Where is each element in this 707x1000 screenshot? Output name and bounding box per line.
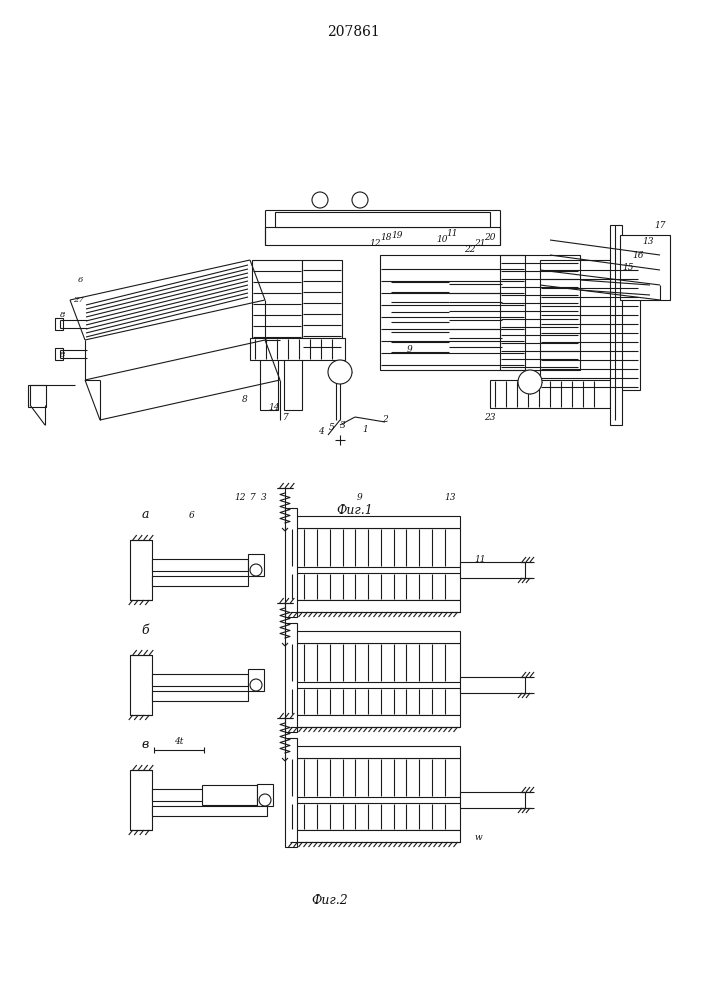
Bar <box>152 789 232 801</box>
Text: 12: 12 <box>369 238 381 247</box>
Text: 18: 18 <box>380 233 392 242</box>
Bar <box>290 758 460 797</box>
Bar <box>130 770 152 830</box>
Text: 10: 10 <box>436 235 448 244</box>
Bar <box>290 830 460 842</box>
Bar <box>55 318 63 330</box>
Bar <box>290 631 460 643</box>
Text: Фиг.1: Фиг.1 <box>337 504 373 516</box>
Bar <box>130 540 152 600</box>
Text: 23: 23 <box>484 414 496 422</box>
Bar <box>500 255 580 370</box>
Text: 4: 4 <box>318 428 324 436</box>
Text: 6: 6 <box>77 276 83 284</box>
Text: 22: 22 <box>464 245 476 254</box>
Bar <box>290 715 460 727</box>
Bar <box>448 272 503 350</box>
Bar <box>290 688 460 715</box>
Bar <box>610 225 622 425</box>
Bar <box>248 554 264 576</box>
Text: 8: 8 <box>60 351 66 359</box>
Text: 5: 5 <box>329 424 335 432</box>
Text: 4t: 4t <box>175 738 184 746</box>
Bar <box>248 669 264 691</box>
Bar <box>252 260 302 340</box>
Bar <box>285 508 297 617</box>
Bar <box>302 260 342 350</box>
Bar <box>284 280 302 410</box>
Text: 6: 6 <box>189 510 195 520</box>
Text: 14: 14 <box>268 402 280 412</box>
Bar <box>620 235 670 300</box>
Text: 8: 8 <box>60 311 66 319</box>
Bar <box>290 643 460 682</box>
Text: 7: 7 <box>283 414 289 422</box>
Text: 8: 8 <box>242 395 248 404</box>
Bar <box>290 573 460 600</box>
Text: 27: 27 <box>73 296 83 304</box>
Bar <box>250 338 345 360</box>
Bar <box>290 516 460 528</box>
Bar <box>55 348 63 360</box>
Bar <box>152 576 248 586</box>
Circle shape <box>328 360 352 384</box>
Bar <box>460 792 525 808</box>
Bar <box>152 806 267 816</box>
Text: 2: 2 <box>382 416 388 424</box>
Bar <box>540 260 640 390</box>
Text: а: а <box>141 508 148 522</box>
Text: 13: 13 <box>642 237 654 246</box>
Bar <box>275 212 490 227</box>
Bar <box>152 674 248 686</box>
Text: 11: 11 <box>474 556 486 564</box>
Circle shape <box>312 192 328 208</box>
Text: 207861: 207861 <box>327 25 380 39</box>
Bar <box>390 270 450 355</box>
Text: 7: 7 <box>250 493 256 502</box>
Bar <box>290 528 460 567</box>
Text: 3: 3 <box>340 420 346 430</box>
Text: 15: 15 <box>622 263 633 272</box>
Text: Фиг.2: Фиг.2 <box>312 894 349 906</box>
Bar <box>152 559 248 571</box>
Text: в: в <box>141 738 148 752</box>
Bar <box>285 738 297 847</box>
Circle shape <box>352 192 368 208</box>
Circle shape <box>250 564 262 576</box>
Text: 11: 11 <box>446 229 457 237</box>
Bar <box>257 784 273 806</box>
Bar <box>460 677 525 693</box>
Text: 21: 21 <box>474 239 486 248</box>
Text: 17: 17 <box>654 221 666 230</box>
Text: 20: 20 <box>484 233 496 242</box>
Bar <box>265 227 500 245</box>
Bar <box>152 691 248 701</box>
Text: 3: 3 <box>261 493 267 502</box>
Text: 13: 13 <box>444 493 456 502</box>
Circle shape <box>259 794 271 806</box>
Bar <box>28 385 46 407</box>
Text: 9: 9 <box>407 346 413 355</box>
Bar <box>130 655 152 715</box>
Circle shape <box>518 370 542 394</box>
Text: б: б <box>141 624 148 637</box>
Text: 16: 16 <box>632 250 644 259</box>
Bar <box>380 255 525 370</box>
Text: 9: 9 <box>357 493 363 502</box>
Circle shape <box>250 679 262 691</box>
Text: 19: 19 <box>391 231 403 239</box>
Bar <box>290 803 460 830</box>
Text: w: w <box>474 834 482 842</box>
Text: 1: 1 <box>362 426 368 434</box>
Bar <box>285 623 297 732</box>
Bar <box>460 562 525 578</box>
Bar <box>490 380 610 408</box>
Text: 12: 12 <box>234 493 246 502</box>
Bar <box>290 600 460 612</box>
Bar <box>202 785 257 805</box>
Bar <box>260 280 278 410</box>
Bar <box>290 746 460 758</box>
